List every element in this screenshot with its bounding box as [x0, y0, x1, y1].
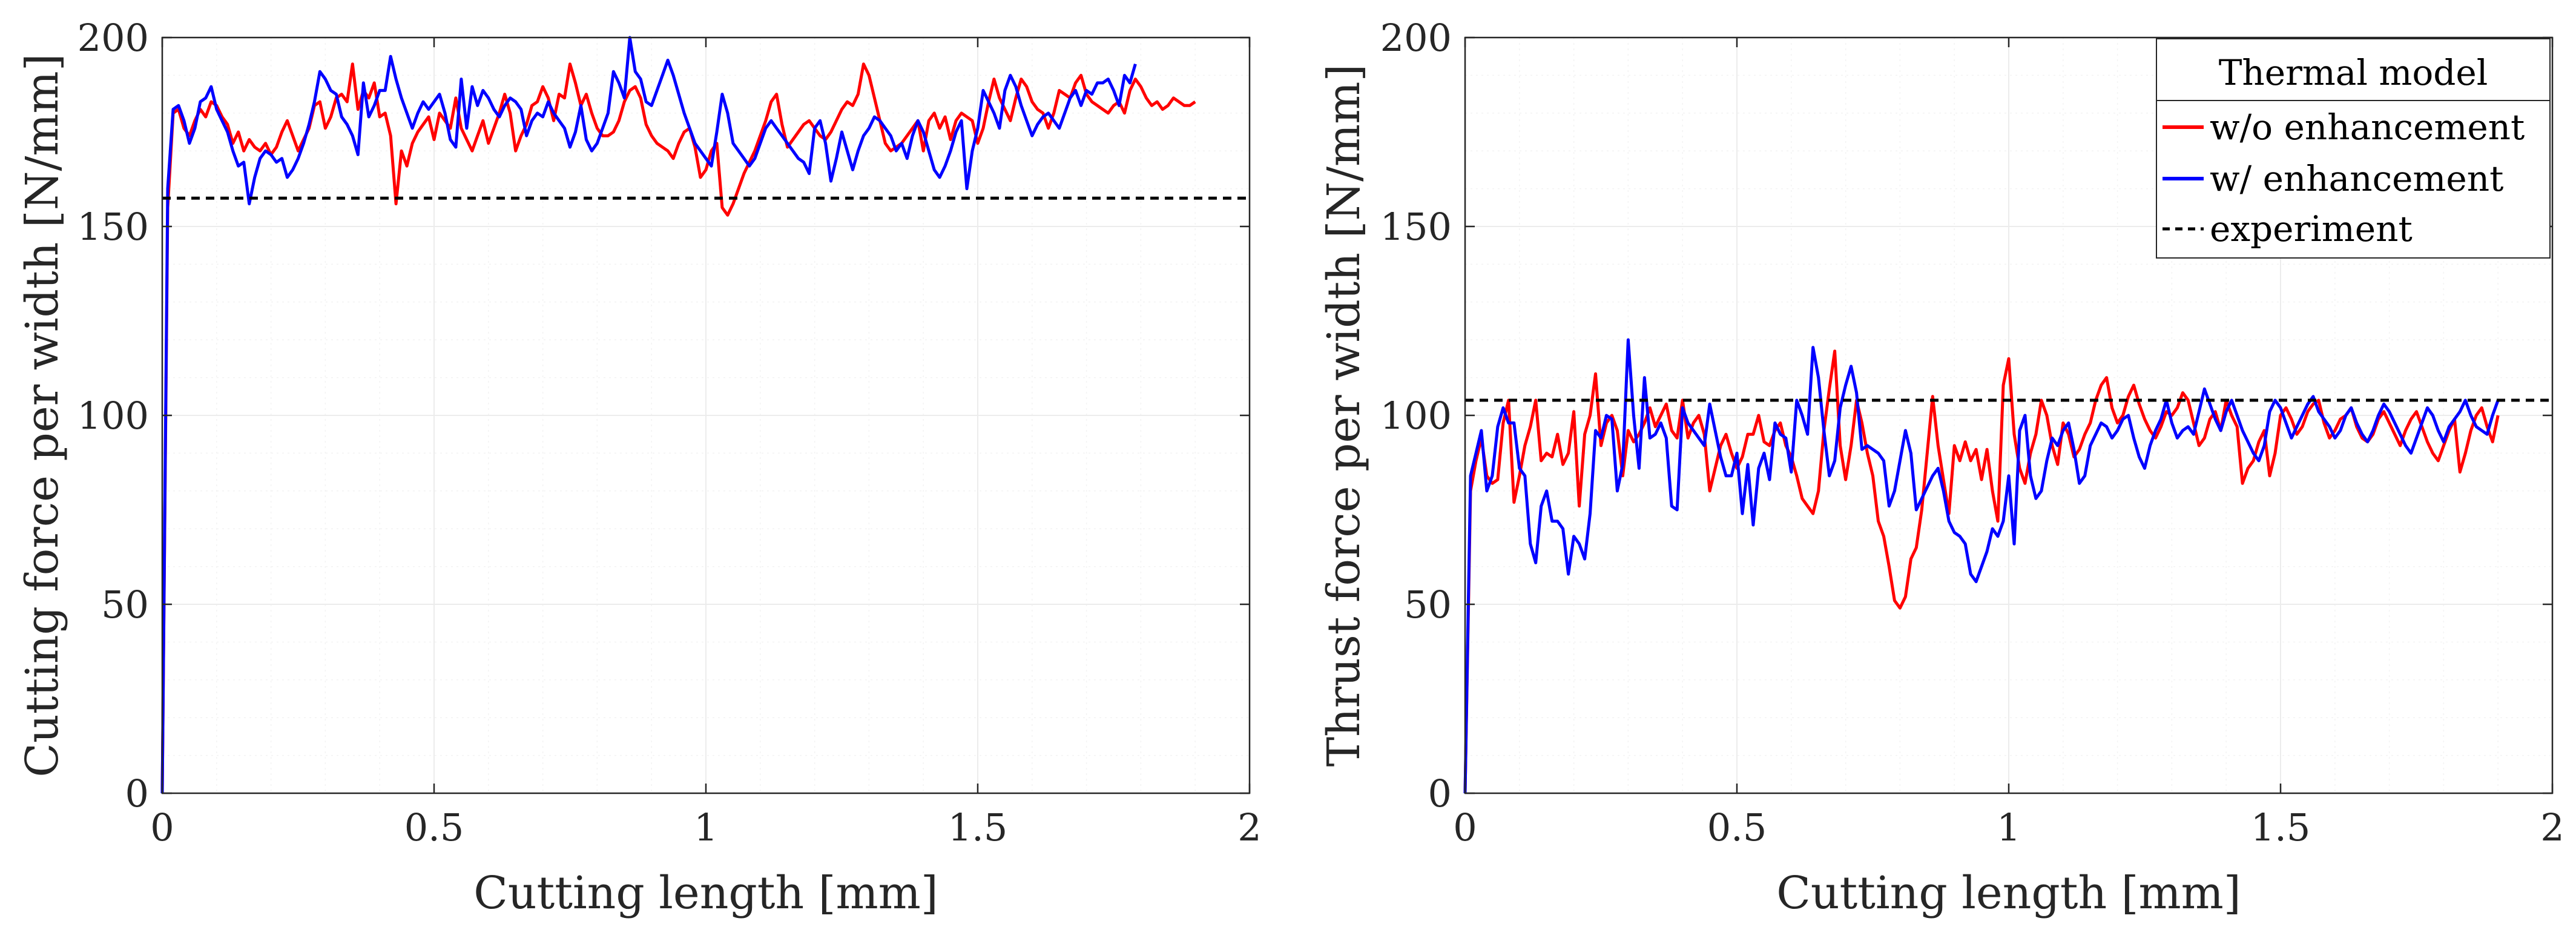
- right-x-axis-label: Cutting length [mm]: [1776, 867, 2241, 919]
- left-x-tick-label: 1: [694, 805, 717, 850]
- left-x-tick-label: 1.5: [948, 805, 1008, 850]
- right-x-tick-label: 2: [2540, 805, 2564, 850]
- right-chart: 0 0.5 1 1.5 2 0 50 100 150 200 Cutting length [mm…: [1318, 16, 2564, 919]
- left-x-tick-label: 0: [150, 805, 174, 850]
- legend-label-without-enhancement: w/o enhancement: [2210, 107, 2525, 148]
- right-x-tick-label: 0: [1453, 805, 1477, 850]
- left-y-tick-label: 200: [77, 16, 149, 60]
- left-y-axis-label: Cutting force per width [N/mm]: [16, 53, 68, 777]
- left-x-tick-label: 0.5: [404, 805, 464, 850]
- left-series-w-enhancement: [160, 36, 1137, 794]
- right-y-axis-label: Thrust force per width [N/mm]: [1318, 64, 1370, 767]
- legend: Thermal model w/o enhancement w/ enhance…: [2156, 38, 2551, 259]
- legend-title: Thermal model: [2219, 52, 2488, 93]
- legend-label-with-enhancement: w/ enhancement: [2210, 158, 2503, 199]
- left-ticks: 0 0.5 1 1.5 2 0 50 100 150 200: [77, 16, 1262, 850]
- left-chart: 0 0.5 1 1.5 2 0 50 100 150 200 Cutting length [mm…: [16, 16, 1262, 919]
- right-x-tick-label: 1.5: [2251, 805, 2311, 850]
- legend-box: [2156, 38, 2551, 259]
- left-series-group: [160, 36, 1250, 794]
- right-y-tick-label: 50: [1404, 583, 1452, 627]
- left-x-axis-label: Cutting length [mm]: [473, 867, 938, 919]
- left-y-tick-label: 50: [101, 583, 149, 627]
- right-ticks: 0 0.5 1 1.5 2 0 50 100 150 200: [1380, 16, 2564, 850]
- left-series-w-o-enhancement: [160, 62, 1196, 794]
- left-y-tick-label: 150: [77, 205, 149, 249]
- legend-label-experiment: experiment: [2210, 208, 2413, 249]
- right-series-w-enhancement: [1463, 338, 2500, 794]
- right-y-tick-label: 0: [1428, 771, 1452, 816]
- right-y-tick-label: 100: [1380, 394, 1452, 438]
- right-series-group: [1463, 338, 2552, 794]
- left-y-tick-label: 0: [125, 771, 149, 816]
- right-y-tick-label: 200: [1380, 16, 1452, 60]
- right-x-tick-label: 1: [1997, 805, 2020, 850]
- left-y-tick-label: 100: [77, 394, 149, 438]
- left-x-tick-label: 2: [1237, 805, 1261, 850]
- right-y-tick-label: 150: [1380, 205, 1452, 249]
- right-x-tick-label: 0.5: [1707, 805, 1767, 850]
